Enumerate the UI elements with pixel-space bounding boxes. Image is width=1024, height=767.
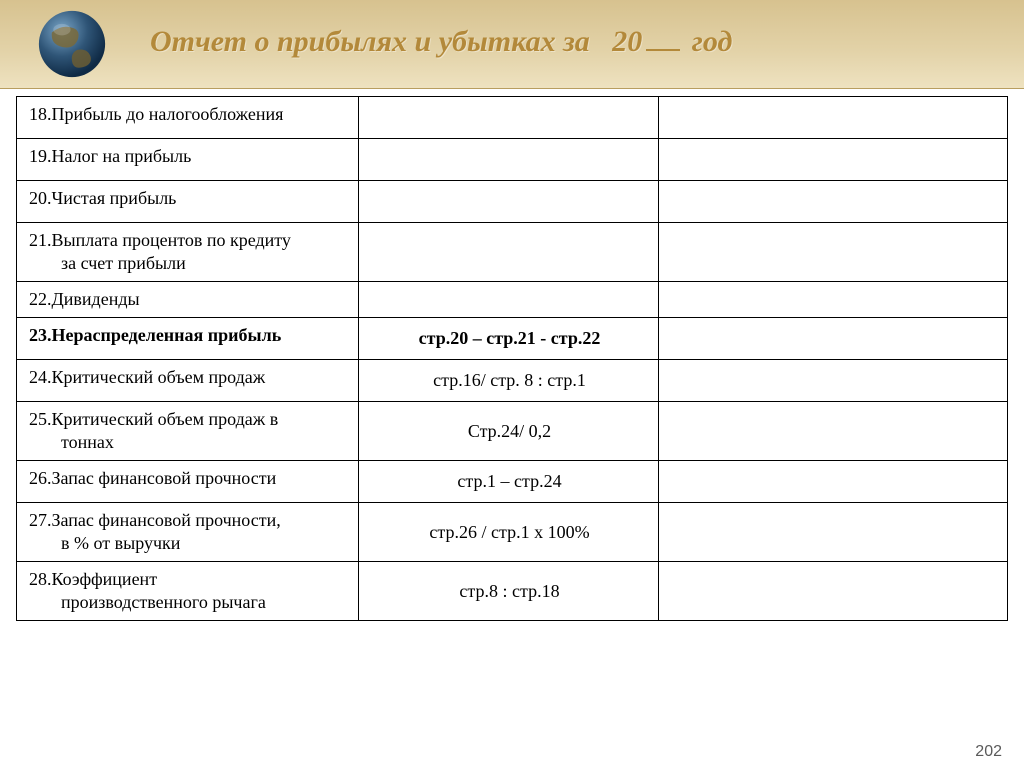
row-label-cont: в % от выручки — [29, 532, 348, 555]
row-label-cell: 19.Налог на прибыль — [17, 139, 359, 181]
title-year-prefix: 20 — [612, 25, 642, 58]
row-formula-cell: Стр.24/ 0,2 — [359, 402, 659, 461]
row-label-cont: за счет прибыли — [29, 252, 348, 275]
table-row: 28.Коэффициентпроизводственного рычага ст… — [17, 562, 1008, 621]
row-value-cell — [659, 360, 1008, 402]
row-formula: Стр.24/ 0,2 — [468, 421, 551, 441]
row-label: 18.Прибыль до налогообложения — [29, 104, 283, 124]
row-value-cell — [659, 318, 1008, 360]
row-formula-cell: стр.8 : стр.18 — [359, 562, 659, 621]
row-label: 20.Чистая прибыль — [29, 188, 176, 208]
row-label-cell: 27.Запас финансовой прочности,в % от выр… — [17, 503, 359, 562]
report-table-container: 18.Прибыль до налогообложения 19.Налог на… — [16, 96, 1008, 621]
row-formula-cell — [359, 139, 659, 181]
globe-icon — [36, 8, 108, 80]
table-row: 21.Выплата процентов по кредитуза счет п… — [17, 223, 1008, 282]
row-value-cell — [659, 139, 1008, 181]
table-row: 23.Нераспределенная прибыль стр.20 – стр.… — [17, 318, 1008, 360]
row-label-cell: 20.Чистая прибыль — [17, 181, 359, 223]
row-label: 28.Коэффициент — [29, 569, 157, 589]
row-formula: стр.26 / стр.1 х 100% — [429, 522, 589, 542]
table-row: 22.Дивиденды — [17, 282, 1008, 318]
table-row: 26.Запас финансовой прочности стр.1 – стр… — [17, 461, 1008, 503]
row-formula-cell — [359, 97, 659, 139]
row-label-cell: 18.Прибыль до налогообложения — [17, 97, 359, 139]
row-formula-cell: стр.26 / стр.1 х 100% — [359, 503, 659, 562]
row-value-cell — [659, 402, 1008, 461]
row-formula: стр.1 – стр.24 — [457, 471, 561, 491]
row-value-cell — [659, 503, 1008, 562]
row-formula-cell: стр.1 – стр.24 — [359, 461, 659, 503]
table-row: 18.Прибыль до налогообложения — [17, 97, 1008, 139]
table-row: 20.Чистая прибыль — [17, 181, 1008, 223]
page-number: 202 — [975, 743, 1002, 761]
table-row: 25.Критический объем продаж втоннах Стр.2… — [17, 402, 1008, 461]
row-formula-cell: стр.16/ стр. 8 : стр.1 — [359, 360, 659, 402]
row-label-cont: тоннах — [29, 431, 348, 454]
table-row: 24.Критический объем продаж стр.16/ стр. … — [17, 360, 1008, 402]
row-formula-cell — [359, 223, 659, 282]
title-year-blank — [646, 22, 680, 51]
row-label: 22.Дивиденды — [29, 289, 140, 309]
row-label-cell: 26.Запас финансовой прочности — [17, 461, 359, 503]
slide: Отчет о прибылях и убытках за 20 год 18.… — [0, 0, 1024, 767]
row-value-cell — [659, 282, 1008, 318]
row-label-cell: 23.Нераспределенная прибыль — [17, 318, 359, 360]
row-value-cell — [659, 562, 1008, 621]
row-label: 26.Запас финансовой прочности — [29, 468, 276, 488]
row-label: 25.Критический объем продаж в — [29, 409, 278, 429]
row-label-cell: 28.Коэффициентпроизводственного рычага — [17, 562, 359, 621]
title-base: Отчет о прибылях и убытках за — [150, 25, 590, 58]
row-formula-cell — [359, 282, 659, 318]
row-label: 19.Налог на прибыль — [29, 146, 191, 166]
row-label: 27.Запас финансовой прочности, — [29, 510, 281, 530]
title-year-suffix: год — [692, 25, 733, 58]
row-value-cell — [659, 181, 1008, 223]
row-formula: стр.20 – стр.21 - стр.22 — [419, 328, 601, 348]
row-label: 24.Критический объем продаж — [29, 367, 265, 387]
row-formula: стр.8 : стр.18 — [459, 581, 559, 601]
row-label-cont: производственного рычага — [29, 591, 348, 614]
table-row: 27.Запас финансовой прочности,в % от выр… — [17, 503, 1008, 562]
row-formula: стр.16/ стр. 8 : стр.1 — [433, 370, 586, 390]
row-value-cell — [659, 461, 1008, 503]
row-label: 21.Выплата процентов по кредиту — [29, 230, 291, 250]
row-label-cell: 24.Критический объем продаж — [17, 360, 359, 402]
row-value-cell — [659, 97, 1008, 139]
row-formula-cell: стр.20 – стр.21 - стр.22 — [359, 318, 659, 360]
row-label: 23.Нераспределенная прибыль — [29, 325, 281, 345]
row-formula-cell — [359, 181, 659, 223]
table-row: 19.Налог на прибыль — [17, 139, 1008, 181]
row-label-cell: 25.Критический объем продаж втоннах — [17, 402, 359, 461]
report-table: 18.Прибыль до налогообложения 19.Налог на… — [16, 96, 1008, 621]
row-label-cell: 21.Выплата процентов по кредитуза счет п… — [17, 223, 359, 282]
row-label-cell: 22.Дивиденды — [17, 282, 359, 318]
slide-title: Отчет о прибылях и убытках за 20 год — [150, 22, 994, 59]
row-value-cell — [659, 223, 1008, 282]
